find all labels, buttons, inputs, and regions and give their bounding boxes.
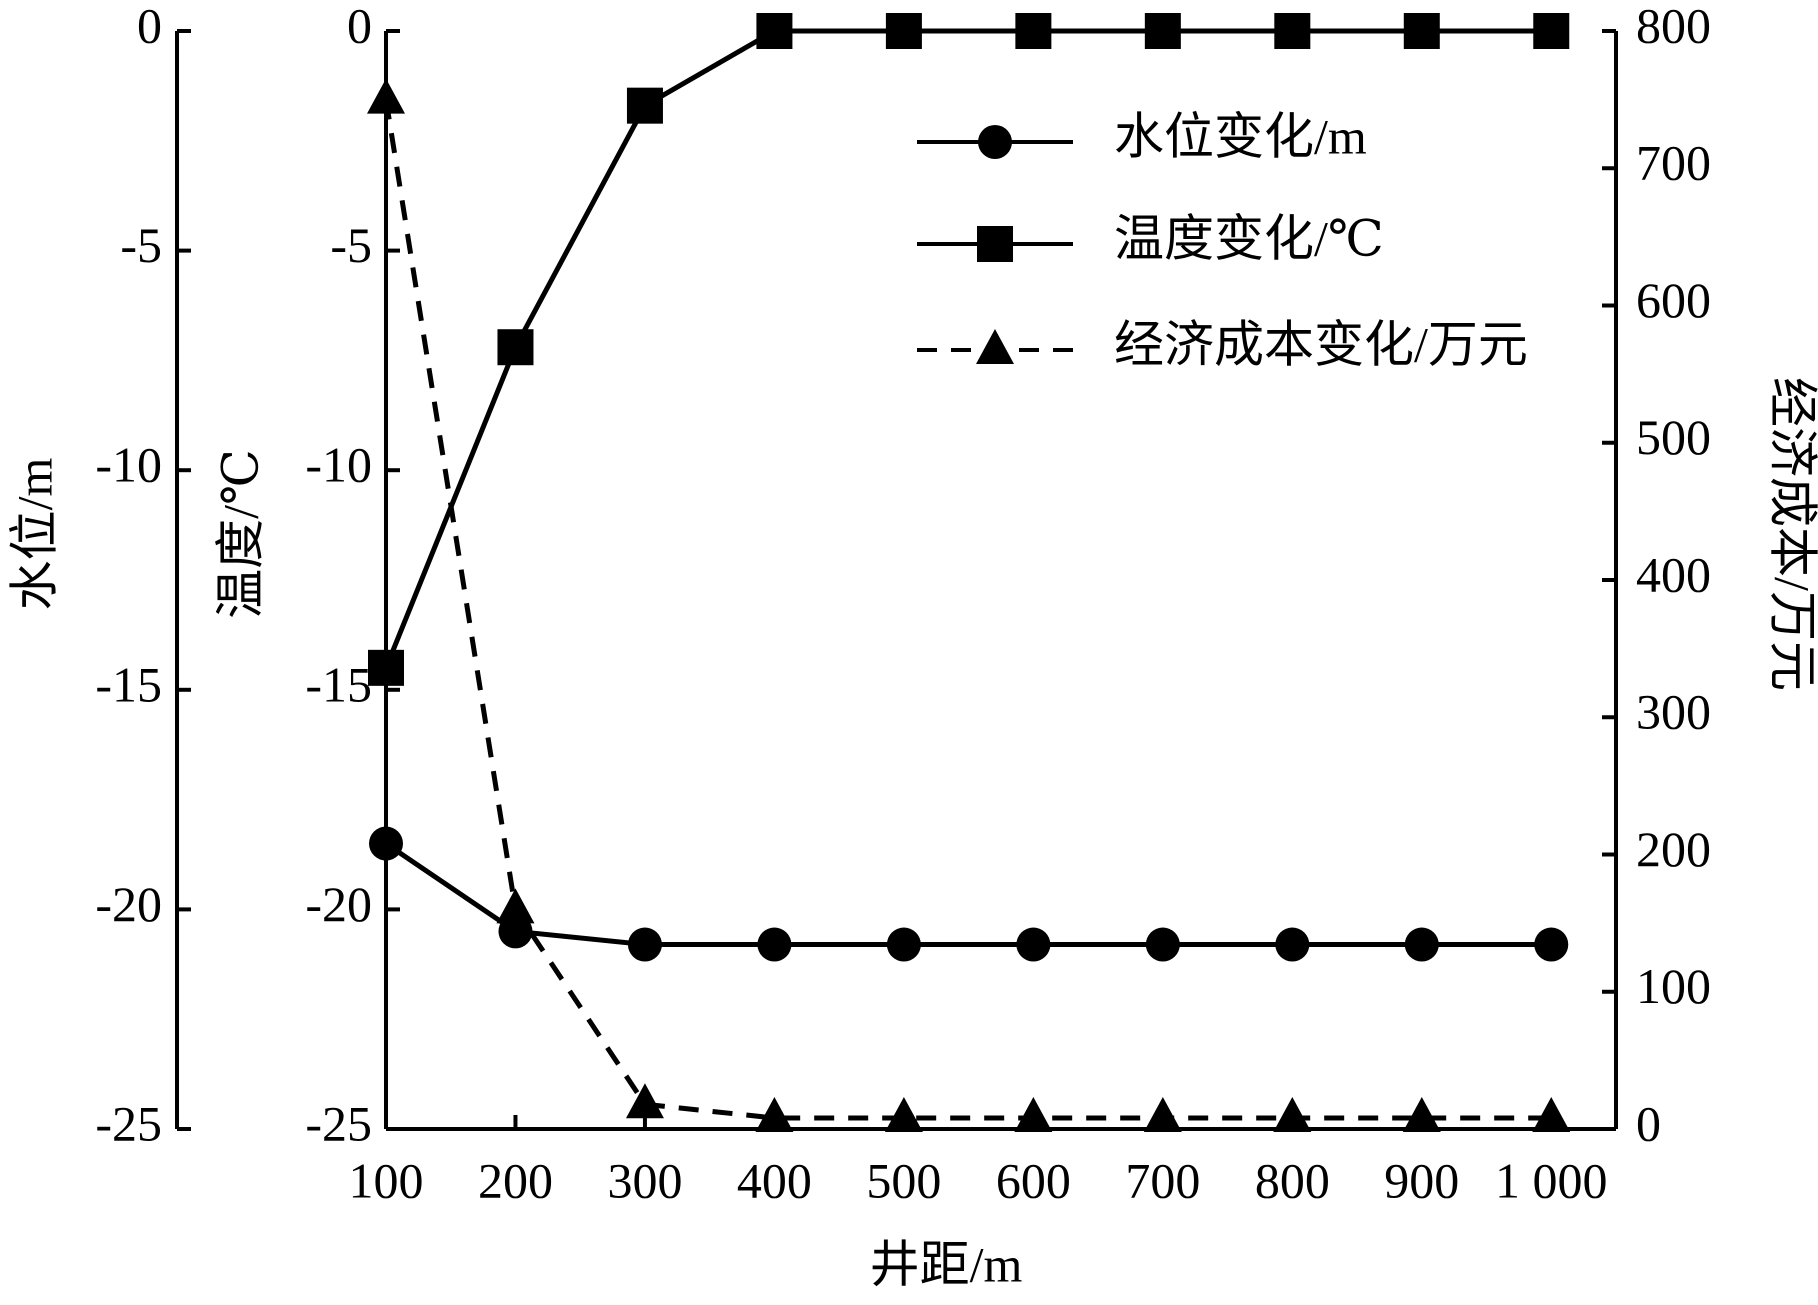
y3ticks-label: 800 [1636, 0, 1711, 53]
y2ticks-label: -25 [305, 1095, 372, 1151]
marker [367, 78, 405, 114]
x-tick-label: 1 000 [1495, 1152, 1608, 1208]
y3ticks-label: 0 [1636, 1095, 1661, 1151]
marker [756, 13, 793, 49]
yticks-label: -15 [95, 656, 162, 712]
marker [1404, 927, 1439, 962]
legend-label: 温度变化/℃ [1114, 210, 1384, 266]
marker [755, 1097, 794, 1133]
legend-marker [978, 125, 1012, 159]
y2-axis-label: 温度/℃ [212, 449, 268, 619]
y2ticks-label: -5 [330, 217, 372, 273]
x-tick-label: 900 [1384, 1152, 1459, 1208]
marker [1274, 13, 1311, 49]
series-line [383, 28, 1552, 669]
legend-marker [976, 329, 1014, 364]
marker [627, 927, 662, 962]
marker [1402, 1097, 1441, 1133]
x-axis-label: 井距/m [870, 1236, 1023, 1292]
marker [1145, 927, 1180, 962]
marker [757, 927, 792, 962]
marker [1403, 13, 1440, 49]
marker [1143, 1097, 1182, 1133]
x-tick-label: 700 [1125, 1152, 1200, 1208]
x-tick-label: 500 [866, 1152, 941, 1208]
x-tick-label: 400 [737, 1152, 812, 1208]
marker [1014, 1097, 1053, 1133]
marker [1533, 13, 1570, 49]
y3ticks-label: 700 [1636, 135, 1711, 191]
y3ticks-label: 600 [1636, 272, 1711, 328]
marker [1275, 927, 1310, 962]
marker [886, 927, 921, 962]
y3ticks-label: 300 [1636, 684, 1711, 740]
y3ticks-label: 400 [1636, 546, 1711, 602]
yticks-label: -20 [95, 876, 162, 932]
yticks-label: -25 [95, 1095, 162, 1151]
marker [626, 87, 663, 124]
marker [885, 13, 922, 49]
y2ticks-label: -15 [305, 656, 372, 712]
y3-axis-label: 经济成本/万元 [1765, 377, 1818, 691]
y3ticks-label: 500 [1636, 409, 1711, 465]
yticks-label: -10 [95, 437, 162, 493]
marker [625, 1083, 664, 1119]
legend-marker [977, 226, 1013, 262]
marker [1015, 13, 1052, 49]
marker [1532, 1097, 1571, 1133]
marker [369, 826, 403, 861]
yticks-label: 0 [137, 0, 162, 53]
y2ticks-label: -10 [305, 437, 372, 493]
marker [497, 329, 534, 366]
series-line [384, 841, 1552, 948]
marker [1144, 13, 1181, 49]
marker [884, 1097, 923, 1133]
legend-label: 水位变化/m [1114, 108, 1367, 164]
legend-label: 经济成本变化/万元 [1114, 316, 1528, 372]
marker [496, 888, 535, 924]
x-tick-label: 600 [996, 1152, 1071, 1208]
x-tick-label: 800 [1255, 1152, 1330, 1208]
y2ticks-label: 0 [347, 0, 372, 53]
marker [1273, 1097, 1312, 1133]
marker [1534, 927, 1569, 962]
marker [368, 649, 404, 686]
y3ticks-label: 200 [1636, 821, 1711, 877]
x-tick-label: 300 [607, 1152, 682, 1208]
y3ticks-label: 100 [1636, 958, 1711, 1014]
yticks-label: -5 [120, 217, 162, 273]
y-axis-label: 水位/m [6, 458, 62, 611]
y2ticks-label: -20 [305, 876, 372, 932]
x-tick-label: 200 [478, 1152, 553, 1208]
x-tick-label: 100 [349, 1152, 424, 1208]
marker [1016, 927, 1051, 962]
series-line [383, 99, 1552, 1121]
